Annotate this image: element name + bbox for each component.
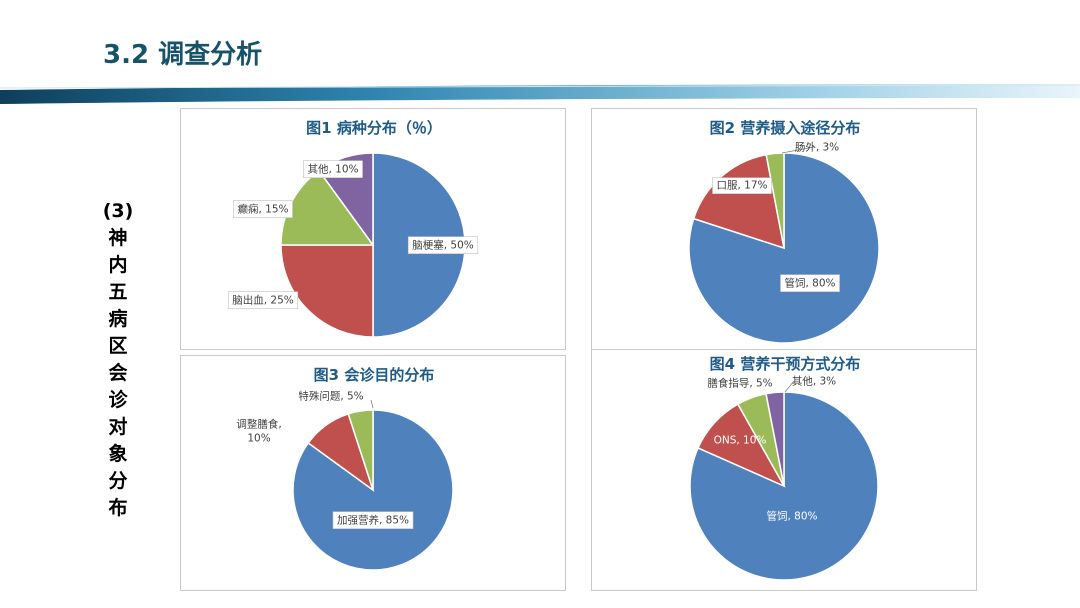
pie-slice-3-3 [347, 409, 374, 491]
slice-label-4-4: 其他, 3% [792, 375, 836, 388]
slice-label-box-1-1 [407, 236, 479, 254]
slice-label-box-1-2 [227, 291, 299, 309]
chart-title-1: 图1 病种分布（％） [306, 119, 442, 137]
slice-label-box-1-3 [233, 200, 293, 218]
side-label: (3) 神内五病区会诊对象分布 [102, 200, 134, 519]
slice-label-2-2: 口服, 17% [716, 180, 767, 192]
slice-label-box-1-4 [303, 160, 363, 178]
slice-label-box-3-1 [332, 511, 414, 529]
chart-panel-4: 图4 营养干预方式分布 管饲, 80% ONS, 10% 膳食指导, 5% 其他, 3… [591, 349, 977, 591]
chart-title-2: 图2 营养摄入途径分布 [710, 119, 861, 137]
chart-panel-3: 图3 会诊目的分布 加强营养, 85% 调整膳食, 10% 特殊问题, 5% [180, 355, 566, 591]
leader-line-3-3 [370, 399, 374, 409]
slice-label-box-2-2 [712, 177, 772, 194]
slice-label-3-1: 加强营养, 85% [337, 514, 409, 527]
pie-slice-4-4 [765, 391, 785, 487]
pie-slice-1-2 [280, 244, 374, 338]
slice-label-box-2-1 [780, 274, 840, 292]
slice-label-3-2: 调整膳食, 10% [236, 418, 281, 445]
slice-label-2-1: 管饲, 80% [784, 277, 835, 290]
slice-label-1-4: 其他, 10% [307, 163, 358, 176]
slice-label-4-3: 膳食指导, 5% [707, 377, 772, 390]
leader-line-4-4 [784, 380, 795, 393]
chart-title-4: 图4 营养干预方式分布 [710, 355, 861, 373]
slice-label-3-3: 特殊问题, 5% [298, 390, 363, 403]
slice-label-4-2: ONS, 10% [714, 435, 767, 447]
chart-panel-1: 图1 病种分布（％） 脑梗塞, 50% 脑出血, 25% 癫痫, 15% 其他, 10… [180, 108, 566, 350]
leader-line-2-3 [781, 146, 815, 154]
pie-chart-2: 图2 营养摄入途径分布 管饲, 80% 口服, 17% 肠外, 3% [688, 119, 880, 344]
pie-slice-4-1 [689, 391, 879, 581]
pie-chart-3: 图3 会诊目的分布 加强营养, 85% 调整膳食, 10% 特殊问题, 5% [236, 366, 454, 571]
pie-chart-4: 图4 营养干预方式分布 管饲, 80% ONS, 10% 膳食指导, 5% 其他, 3… [689, 355, 879, 581]
title-band [0, 84, 1080, 104]
slice-label-1-1: 脑梗塞, 50% [412, 239, 474, 252]
slide-title: 3.2 调查分析 [103, 40, 263, 70]
chart-title-3: 图3 会诊目的分布 [314, 366, 435, 384]
slice-label-1-2: 脑出血, 25% [232, 294, 294, 307]
chart-panel-2: 图2 营养摄入途径分布 管饲, 80% 口服, 17% 肠外, 3% [591, 108, 977, 350]
slice-label-2-3: 肠外, 3% [795, 142, 839, 154]
slice-label-1-3: 癫痫, 15% [237, 203, 288, 216]
pie-chart-1: 图1 病种分布（％） 脑梗塞, 50% 脑出血, 25% 癫痫, 15% 其他, 10… [227, 119, 479, 338]
slice-label-4-1: 管饲, 80% [766, 510, 817, 523]
